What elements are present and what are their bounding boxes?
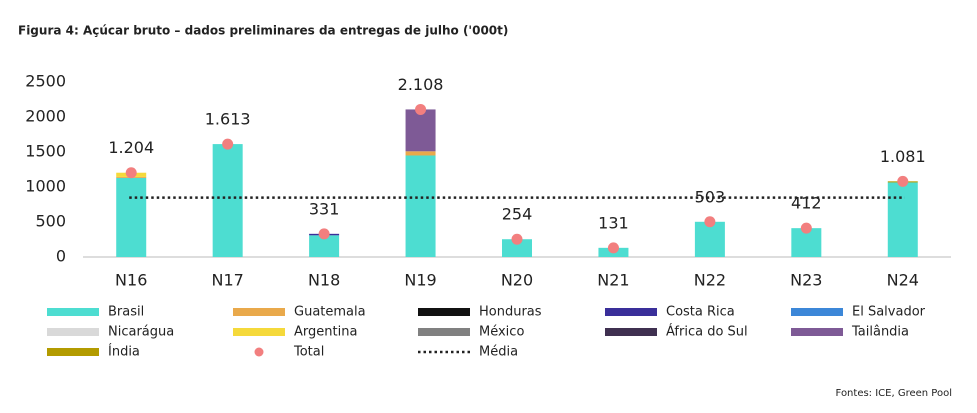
x-tick-label: N20 <box>501 271 533 290</box>
legend-swatch <box>605 328 657 336</box>
legend-label: Costa Rica <box>666 305 735 320</box>
x-tick-label: N23 <box>790 271 822 290</box>
total-label: 1.081 <box>880 147 926 166</box>
legend-label: El Salvador <box>852 305 926 320</box>
legend-label: Índia <box>108 344 140 360</box>
legend-swatch <box>418 328 470 336</box>
total-marker <box>415 103 427 115</box>
total-label: 254 <box>502 205 533 224</box>
total-label: 331 <box>309 199 340 218</box>
legend-label: Total <box>293 345 324 360</box>
legend-swatch <box>47 328 99 336</box>
bar-segment <box>309 235 340 257</box>
total-label: 1.204 <box>108 138 154 157</box>
legend-label: México <box>479 325 524 340</box>
bar-segment <box>887 182 918 257</box>
total-marker <box>511 233 523 245</box>
legend-swatch <box>47 348 99 356</box>
y-tick-label: 1000 <box>25 177 66 196</box>
legend-swatch <box>791 328 843 336</box>
total-label: 412 <box>791 194 822 213</box>
legend-label: Argentina <box>294 325 357 340</box>
legend-label: Brasil <box>108 305 144 320</box>
total-marker <box>607 242 619 254</box>
total-marker <box>318 228 330 240</box>
legend-label: África do Sul <box>666 324 748 340</box>
total-label: 1.613 <box>205 110 251 129</box>
legend-swatch <box>418 308 470 316</box>
total-label: 503 <box>695 187 726 206</box>
bar-segment <box>405 151 436 156</box>
x-tick-label: N24 <box>887 271 919 290</box>
legend-label: Nicarágua <box>108 325 174 340</box>
total-marker <box>704 216 716 228</box>
legend-swatch <box>233 328 285 336</box>
total-label: 131 <box>598 213 629 232</box>
y-tick-label: 0 <box>56 247 66 266</box>
y-tick-label: 1500 <box>25 142 66 161</box>
bar-segment <box>405 109 436 152</box>
x-tick-label: N18 <box>308 271 340 290</box>
legend-swatch <box>254 347 264 357</box>
legend-label: Honduras <box>479 305 542 320</box>
legend-swatch <box>791 308 843 316</box>
x-tick-label: N22 <box>694 271 726 290</box>
legend-label: Média <box>479 345 518 360</box>
source: Fontes: ICE, Green Pool <box>836 388 952 399</box>
x-tick-label: N19 <box>404 271 436 290</box>
legend-swatch <box>47 308 99 316</box>
legend-label: Guatemala <box>294 305 366 320</box>
y-tick-label: 2500 <box>25 72 66 91</box>
bar-segment <box>405 155 436 257</box>
total-marker <box>800 222 812 234</box>
x-tick-label: N16 <box>115 271 147 290</box>
y-tick-label: 2000 <box>25 107 66 126</box>
total-label: 2.108 <box>398 75 444 94</box>
bar-segment <box>212 144 243 257</box>
legend-swatch <box>605 308 657 316</box>
legend-swatch <box>233 308 285 316</box>
x-tick-label: N17 <box>212 271 244 290</box>
total-marker <box>125 167 137 179</box>
y-tick-label: 500 <box>35 212 66 231</box>
bar-segment <box>116 177 147 257</box>
total-marker <box>897 175 909 187</box>
chart-title: Figura 4: Açúcar bruto – dados prelimina… <box>18 24 508 38</box>
x-tick-label: N21 <box>597 271 629 290</box>
bar-segment <box>502 239 532 257</box>
total-marker <box>222 138 234 150</box>
legend-label: Tailândia <box>851 325 909 340</box>
bar-segment <box>694 221 725 257</box>
